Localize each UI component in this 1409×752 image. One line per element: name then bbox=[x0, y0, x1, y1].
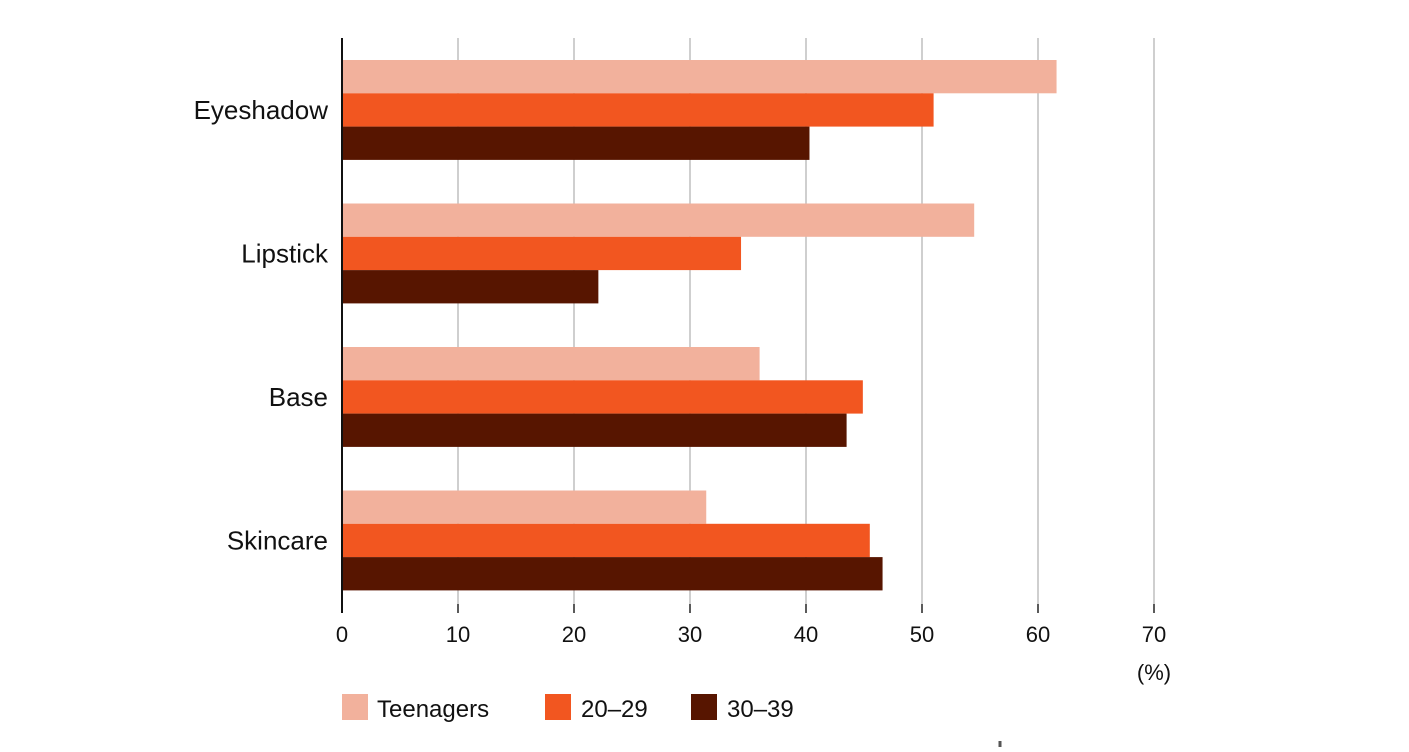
bar-skincare-series-3 bbox=[342, 557, 883, 591]
x-tick-label: 10 bbox=[446, 622, 470, 647]
x-tick-label: 40 bbox=[794, 622, 818, 647]
bar-eyeshadow-series-2 bbox=[342, 93, 934, 127]
legend-label: 20–29 bbox=[581, 696, 648, 723]
legend-swatch-series-1 bbox=[342, 694, 368, 720]
x-tick-label: 50 bbox=[910, 622, 934, 647]
bar-lipstick-series-2 bbox=[342, 236, 742, 271]
axes bbox=[341, 38, 1155, 747]
x-tick-label: 20 bbox=[562, 622, 586, 647]
category-label: Base bbox=[269, 382, 328, 412]
bar-base-series-3 bbox=[342, 413, 847, 447]
bar-skincare-series-1 bbox=[342, 490, 707, 524]
bar-eyeshadow-series-3 bbox=[342, 126, 810, 160]
bar-base-series-1 bbox=[342, 347, 760, 381]
x-tick-label: 60 bbox=[1026, 622, 1050, 647]
legend-label: Teenagers bbox=[377, 696, 489, 723]
x-unit-label: (%) bbox=[1137, 660, 1171, 685]
category-label: Lipstick bbox=[241, 238, 329, 268]
category-label: Eyeshadow bbox=[194, 95, 329, 125]
bar-lipstick-series-1 bbox=[342, 203, 975, 237]
legend-swatch-series-2 bbox=[545, 694, 571, 720]
bar-lipstick-series-3 bbox=[342, 270, 599, 304]
bar-skincare-series-2 bbox=[342, 523, 870, 558]
bar-base-series-2 bbox=[342, 380, 863, 414]
bar-eyeshadow-series-1 bbox=[342, 60, 1057, 94]
legend: Teenagers 20–29 30–39 bbox=[342, 694, 794, 723]
legend-label: 30–39 bbox=[727, 696, 794, 723]
legend-swatch-series-3 bbox=[691, 694, 717, 720]
x-tick-label: 0 bbox=[336, 622, 348, 647]
category-label: Skincare bbox=[227, 525, 328, 555]
bars bbox=[342, 60, 1057, 591]
x-tick-label: 30 bbox=[678, 622, 702, 647]
labels: 0 10 20 30 40 50 60 70 (%) Eyeshadow Lipstick Base S… bbox=[194, 95, 1172, 685]
x-tick-label: 70 bbox=[1142, 622, 1166, 647]
